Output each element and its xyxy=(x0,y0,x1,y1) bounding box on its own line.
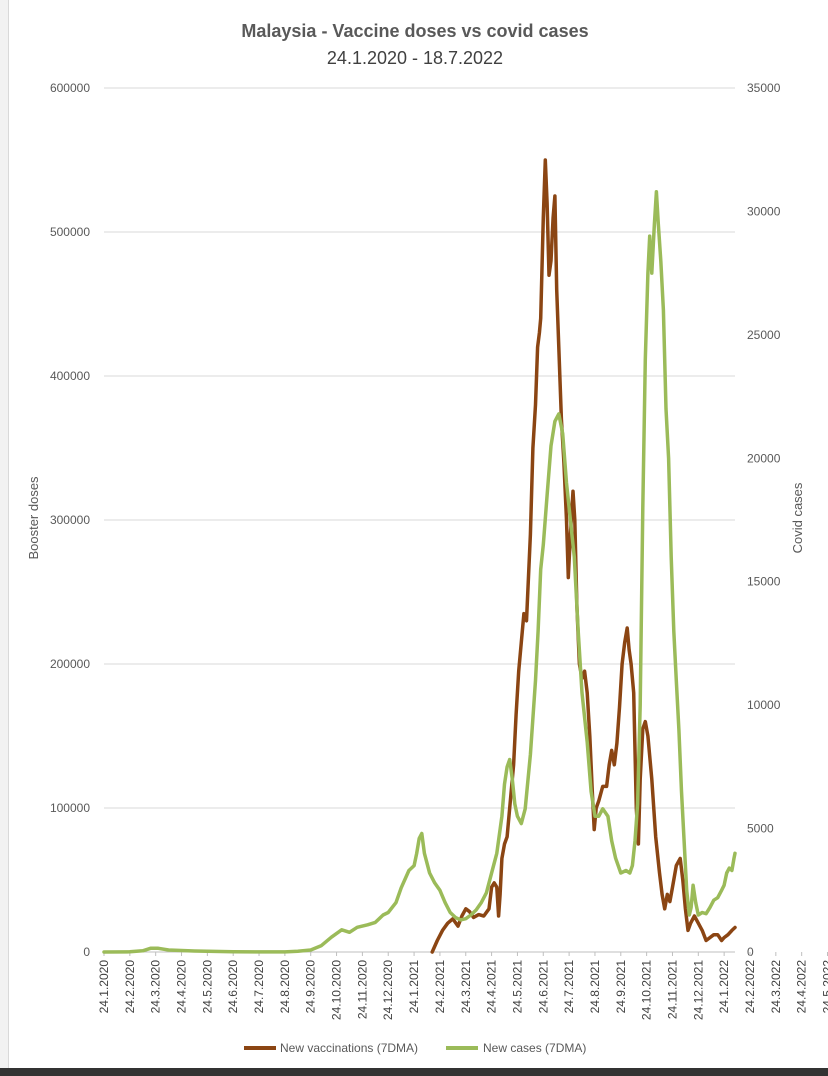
x-tick-label: 24.4.2020 xyxy=(175,960,189,1014)
x-tick-label: 24.2.2021 xyxy=(433,960,447,1014)
x-tick-label: 24.8.2021 xyxy=(588,960,602,1014)
y-tick-right: 25000 xyxy=(747,328,781,342)
window-bottom-bar xyxy=(0,1068,828,1076)
legend-label-cases: New cases (7DMA) xyxy=(483,1041,586,1055)
x-tick-label: 24.3.2020 xyxy=(149,960,163,1014)
y-tick-right: 0 xyxy=(747,945,754,959)
series-lines xyxy=(102,158,737,954)
gridlines xyxy=(104,87,735,953)
x-tick-label: 24.4.2021 xyxy=(485,960,499,1014)
x-tick-label: 24.10.2021 xyxy=(640,960,654,1020)
x-tick-label: 24.1.2021 xyxy=(407,960,421,1014)
y-tick-right: 5000 xyxy=(747,822,774,836)
x-tick-label: 24.12.2020 xyxy=(381,960,395,1020)
x-tick-label: 24.3.2021 xyxy=(459,960,473,1014)
x-tick-label: 24.5.2022 xyxy=(821,960,828,1014)
x-tick-label: 24.7.2020 xyxy=(252,960,266,1014)
chart-title: Malaysia - Vaccine doses vs covid cases xyxy=(241,21,588,41)
y-tick-left: 0 xyxy=(83,945,90,959)
y-axis-label-right: Covid cases xyxy=(790,482,805,553)
x-tick-label: 24.9.2021 xyxy=(614,960,628,1014)
x-tick-label: 24.3.2022 xyxy=(769,960,783,1014)
x-tick-label: 24.2.2022 xyxy=(743,960,757,1014)
x-tick-label: 24.1.2022 xyxy=(717,960,731,1014)
y-tick-right: 30000 xyxy=(747,204,781,218)
x-ticks: 24.1.2020 24.2.2020 24.3.2020 24.4.2020 24.5… xyxy=(97,952,828,1020)
y-tick-left: 300000 xyxy=(50,513,90,527)
y-tick-right: 10000 xyxy=(747,698,781,712)
x-tick-label: 24.4.2022 xyxy=(795,960,809,1014)
x-tick-label: 24.10.2020 xyxy=(330,960,344,1020)
y-axis-label-left: Booster doses xyxy=(26,476,41,560)
x-tick-label: 24.1.2020 xyxy=(97,960,111,1014)
y-tick-left: 600000 xyxy=(50,81,90,95)
x-tick-label: 24.8.2020 xyxy=(278,960,292,1014)
x-tick-label: 24.5.2021 xyxy=(510,960,524,1014)
x-tick-label: 24.7.2021 xyxy=(562,960,576,1014)
y-tick-left: 200000 xyxy=(50,657,90,671)
y-tick-right: 35000 xyxy=(747,81,781,95)
x-tick-label: 24.12.2021 xyxy=(691,960,705,1020)
x-tick-label: 24.6.2020 xyxy=(226,960,240,1014)
y-tick-left: 500000 xyxy=(50,225,90,239)
y-tick-left: 100000 xyxy=(50,801,90,815)
y-tick-right: 20000 xyxy=(747,451,781,465)
y-tick-left: 400000 xyxy=(50,369,90,383)
series-line-cases xyxy=(102,189,737,954)
x-tick-label: 24.11.2021 xyxy=(665,960,679,1019)
series-line-vaccinations xyxy=(430,158,737,954)
x-tick-label: 24.11.2020 xyxy=(355,960,369,1019)
x-tick-label: 24.2.2020 xyxy=(123,960,137,1014)
legend-label-vaccinations: New vaccinations (7DMA) xyxy=(280,1041,418,1055)
y-tick-right: 15000 xyxy=(747,575,781,589)
chart-subtitle: 24.1.2020 - 18.7.2022 xyxy=(327,48,503,68)
x-tick-label: 24.5.2020 xyxy=(200,960,214,1014)
y-ticks-right: 0 5000 10000 15000 20000 25000 30000 35000 xyxy=(747,81,781,959)
x-tick-label: 24.6.2021 xyxy=(536,960,550,1014)
x-tick-label: 24.9.2020 xyxy=(304,960,318,1014)
y-ticks-left: 0 100000 200000 300000 400000 500000 600000 xyxy=(50,81,90,959)
sheet-row-edge xyxy=(0,0,9,1076)
legend: New vaccinations (7DMA) New cases (7DMA) xyxy=(244,1041,586,1055)
